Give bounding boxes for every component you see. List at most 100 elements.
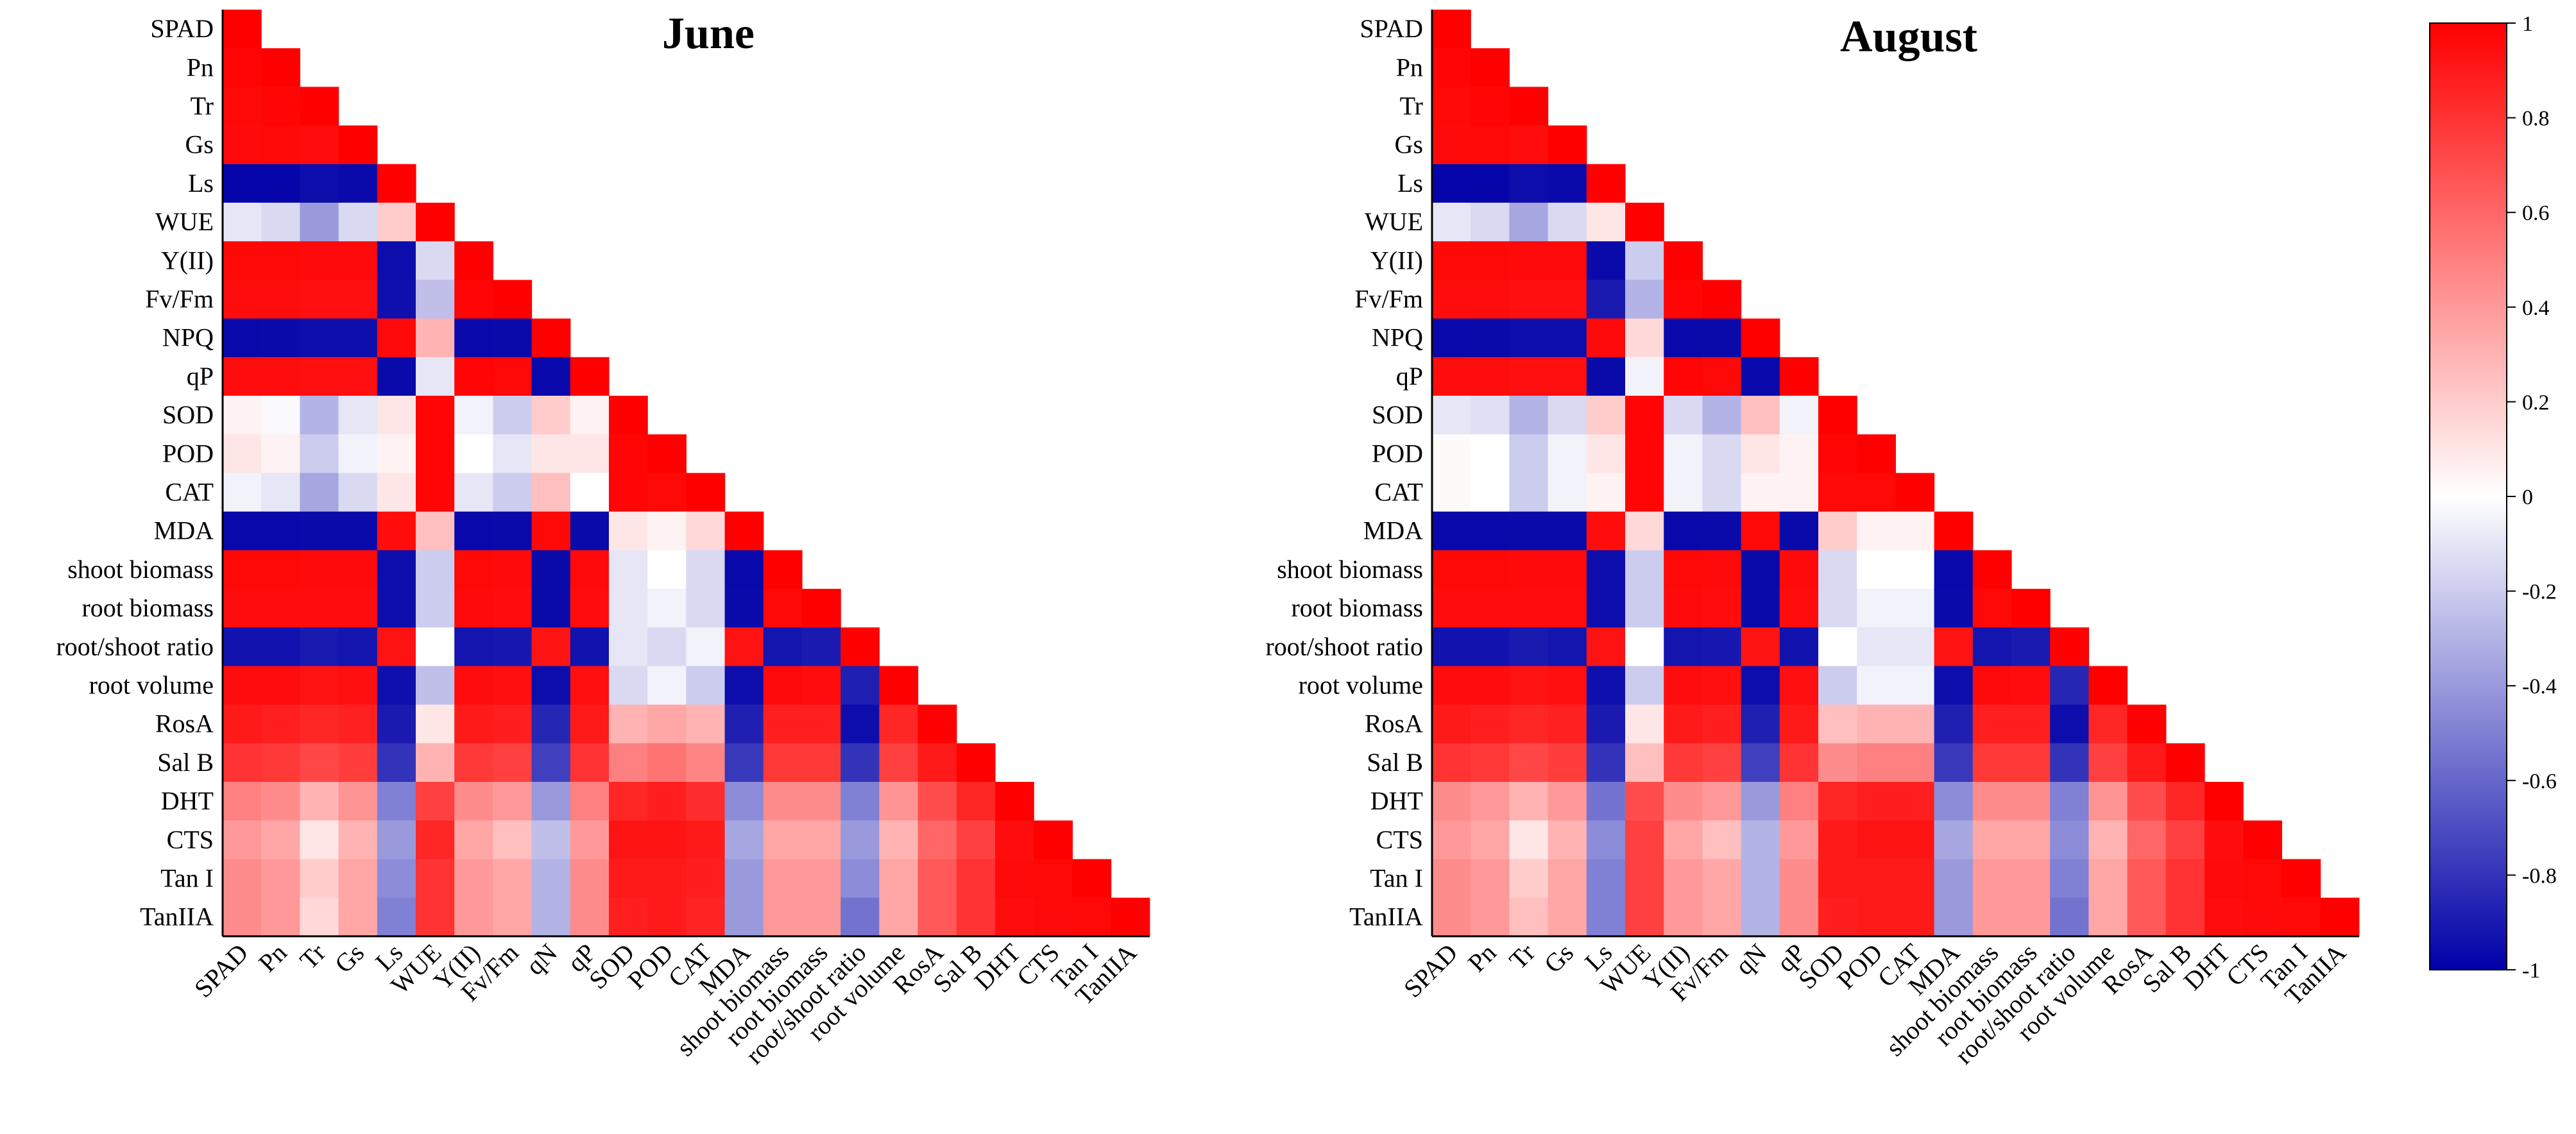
heatmap-cell-june-r22-c21 [1034,859,1073,899]
heatmap-cell-august-r10-c10 [1818,396,1857,435]
heatmap-cell-august-r10-c5 [1625,396,1664,435]
heatmap-cell-august-r18-c17 [2088,704,2128,744]
heatmap-cell-august-r6-c4 [1586,241,1626,280]
row-label-fv-fm: Fv/Fm [1354,285,1423,314]
row-label-taniia: TanIIA [140,902,214,931]
heatmap-cell-june-r12-c9 [570,473,610,512]
heatmap-cell-june-r18-c10 [609,704,648,744]
heatmap-cell-august-r6-c1 [1471,241,1510,280]
heatmap-cell-june-r7-c2 [300,280,339,319]
heatmap-cell-august-r7-c0 [1432,280,1471,319]
heatmap-cell-august-r21-c20 [2205,820,2244,859]
heatmap-cell-june-r5-c1 [261,203,300,242]
heatmap-cell-june-r18-c1 [261,704,300,744]
row-label-shoot-biomass: shoot biomass [67,555,214,584]
heatmap-cell-june-r13-c1 [261,511,300,551]
heatmap-cell-august-r5-c2 [1509,203,1549,242]
heatmap-cell-august-r9-c4 [1586,357,1626,396]
heatmap-cell-august-r6-c0 [1432,241,1471,280]
heatmap-cell-august-r19-c8 [1741,743,1780,783]
heatmap-cell-august-r13-c10 [1818,511,1857,551]
heatmap-cell-june-r14-c5 [416,550,455,589]
heatmap-cell-june-r16-c7 [493,627,533,666]
heatmap-cell-august-r20-c13 [1934,782,1974,821]
heatmap-cell-june-r15-c6 [454,589,493,628]
heatmap-cell-august-r8-c0 [1432,318,1471,358]
heatmap-cell-june-r6-c0 [223,241,262,280]
heatmap-cell-june-r23-c18 [917,897,957,937]
heatmap-august: SPADPnTrGsLsWUEY(II)Fv/FmNPQqPSODPODCATM… [1265,10,2360,1070]
heatmap-cell-august-r14-c8 [1741,550,1780,589]
heatmap-cell-august-r19-c5 [1625,743,1664,783]
heatmap-cell-august-r21-c15 [2011,820,2051,859]
heatmap-cell-august-r23-c6 [1664,897,1703,937]
heatmap-cell-june-r15-c0 [223,589,262,628]
heatmap-cell-june-r16-c3 [338,627,378,666]
heatmap-cell-august-r10-c7 [1702,396,1742,435]
heatmap-cell-june-r8-c5 [416,318,455,358]
heatmap-cell-june-r8-c8 [531,318,571,358]
heatmap-cell-june-r18-c17 [879,704,919,744]
heatmap-cell-august-r15-c2 [1509,589,1549,628]
heatmap-cell-june-r8-c1 [261,318,300,358]
heatmap-cell-august-r8-c5 [1625,318,1664,358]
heatmap-cell-june-r20-c18 [917,782,957,821]
heatmap-cell-august-r23-c1 [1471,897,1510,937]
heatmap-cell-august-r17-c0 [1432,666,1471,706]
heatmap-cell-august-r7-c4 [1586,280,1626,319]
row-label-cat: CAT [165,478,214,507]
row-label-qp: qP [1396,362,1423,391]
heatmap-cell-june-r21-c0 [223,820,262,859]
heatmap-cell-august-r14-c5 [1625,550,1664,589]
heatmap-cell-august-r21-c7 [1702,820,1742,859]
heatmap-cell-august-r23-c16 [2050,897,2089,937]
heatmap-cell-june-r22-c19 [956,859,996,899]
heatmap-cell-august-r8-c2 [1509,318,1549,358]
heatmap-cell-june-r17-c12 [686,666,726,706]
heatmap-cell-august-r22-c8 [1741,859,1780,899]
heatmap-cell-june-r14-c3 [338,550,378,589]
heatmap-cell-august-r13-c12 [1895,511,1935,551]
row-label-sal-b: Sal B [1367,748,1423,777]
heatmap-cell-june-r16-c14 [763,627,803,666]
heatmap-cell-june-r7-c4 [377,280,416,319]
colorbar-tick-label: -1 [2522,959,2540,983]
col-label-gs: Gs [1539,938,1579,978]
row-label-shoot-biomass: shoot biomass [1277,555,1423,584]
heatmap-cell-august-r17-c9 [1779,666,1819,706]
heatmap-cell-august-r9-c1 [1471,357,1510,396]
heatmap-cell-august-r17-c2 [1509,666,1549,706]
heatmap-cell-june-r23-c12 [686,897,726,937]
heatmap-cell-june-r15-c4 [377,589,416,628]
heatmap-cell-august-r19-c7 [1702,743,1742,783]
heatmap-cell-august-r18-c12 [1895,704,1935,744]
heatmap-cell-august-r13-c2 [1509,511,1549,551]
heatmap-cell-june-r7-c6 [454,280,493,319]
heatmap-cell-august-r20-c17 [2088,782,2128,821]
heatmap-cell-june-r20-c5 [416,782,455,821]
heatmap-cell-august-r16-c11 [1857,627,1896,666]
heatmap-cell-august-r12-c9 [1779,473,1819,512]
heatmap-cell-june-r13-c6 [454,511,493,551]
heatmap-cell-june-r21-c14 [763,820,803,859]
heatmap-cell-august-r19-c14 [1972,743,2012,783]
heatmap-cell-august-r19-c13 [1934,743,1974,783]
heatmap-cell-august-r16-c9 [1779,627,1819,666]
heatmap-cell-august-r19-c11 [1857,743,1896,783]
heatmap-cell-august-r20-c8 [1741,782,1780,821]
heatmap-cell-june-r21-c10 [609,820,648,859]
chart-title-june: June [662,9,755,58]
heatmap-cell-june-r17-c1 [261,666,300,706]
heatmap-cell-june-r17-c0 [223,666,262,706]
heatmap-cell-june-r17-c15 [802,666,841,706]
col-label-spad: SPAD [189,938,254,1003]
heatmap-cell-june-r23-c23 [1111,897,1150,937]
heatmap-cell-june-r19-c7 [493,743,533,783]
col-label-spad: SPAD [1398,938,1463,1003]
heatmap-cell-june-r15-c10 [609,589,648,628]
heatmap-cell-june-r23-c5 [416,897,455,937]
row-label-wue: WUE [155,207,214,236]
heatmap-cell-june-r8-c4 [377,318,416,358]
heatmap-cell-june-r19-c4 [377,743,416,783]
heatmap-cell-june-r4-c0 [223,164,262,203]
